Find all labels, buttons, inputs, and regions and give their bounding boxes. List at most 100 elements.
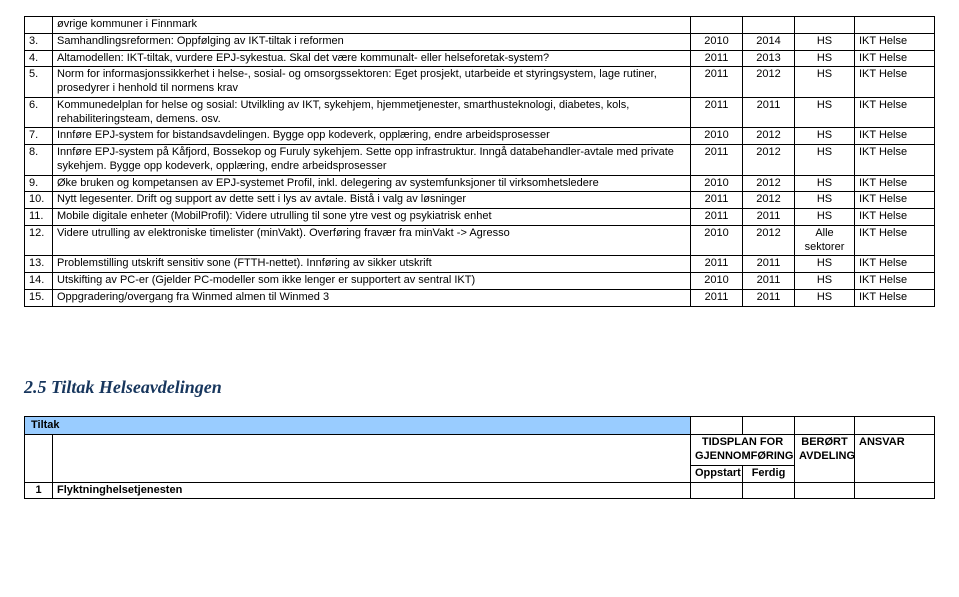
row-year-start: 2010: [691, 225, 743, 256]
row-responsible: IKT Helse: [855, 256, 935, 273]
tiltak-table-1: øvrige kommuner i Finnmark3.Samhandlings…: [24, 16, 935, 307]
row-responsible: [855, 17, 935, 34]
row-description: øvrige kommuner i Finnmark: [53, 17, 691, 34]
row-description: Norm for informasjonssikkerhet i helse-,…: [53, 67, 691, 98]
row-year-start: 2011: [691, 192, 743, 209]
row-year-end: 2012: [743, 145, 795, 176]
row-number: 3.: [25, 33, 53, 50]
row-responsible: IKT Helse: [855, 209, 935, 226]
row-description: Innføre EPJ-system på Kåfjord, Bossekop …: [53, 145, 691, 176]
row-responsible: IKT Helse: [855, 175, 935, 192]
row-description: Mobile digitale enheter (MobilProfil): V…: [53, 209, 691, 226]
row-dept: HS: [795, 209, 855, 226]
row-number: 7.: [25, 128, 53, 145]
table-row: 1Flyktninghelsetjenesten: [25, 482, 935, 499]
row-responsible: IKT Helse: [855, 67, 935, 98]
row-dept: HS: [795, 50, 855, 67]
row-dept: HS: [795, 128, 855, 145]
row-responsible: IKT Helse: [855, 50, 935, 67]
row-responsible: IKT Helse: [855, 33, 935, 50]
row-dept: HS: [795, 97, 855, 128]
header-ferdig: Ferdig: [743, 465, 795, 482]
row-description: Øke bruken og kompetansen av EPJ-systeme…: [53, 175, 691, 192]
table-row: 6.Kommunedelplan for helse og sosial: Ut…: [25, 97, 935, 128]
row-year-start: 2011: [691, 209, 743, 226]
table-row: øvrige kommuner i Finnmark: [25, 17, 935, 34]
table-row: 5.Norm for informasjonssikkerhet i helse…: [25, 67, 935, 98]
row-responsible: IKT Helse: [855, 145, 935, 176]
table-row: 9.Øke bruken og kompetansen av EPJ-syste…: [25, 175, 935, 192]
row-year-end: 2012: [743, 225, 795, 256]
row-year-end: 2012: [743, 192, 795, 209]
row-responsible: [855, 482, 935, 499]
row-responsible: IKT Helse: [855, 273, 935, 290]
table-row: 8.Innføre EPJ-system på Kåfjord, Bosseko…: [25, 145, 935, 176]
table-row: 15.Oppgradering/overgang fra Winmed alme…: [25, 289, 935, 306]
row-year-end: 2012: [743, 67, 795, 98]
row-year-end: 2011: [743, 256, 795, 273]
row-responsible: IKT Helse: [855, 225, 935, 256]
row-year-end: 2011: [743, 289, 795, 306]
row-dept: [795, 17, 855, 34]
row-description: Altamodellen: IKT-tiltak, vurdere EPJ-sy…: [53, 50, 691, 67]
row-year-end: 2012: [743, 175, 795, 192]
row-number: 4.: [25, 50, 53, 67]
table-row: 13.Problemstilling utskrift sensitiv son…: [25, 256, 935, 273]
row-year-start: [691, 17, 743, 34]
row-year-start: 2010: [691, 273, 743, 290]
row-dept: Alle sektorer: [795, 225, 855, 256]
row-year-start: 2010: [691, 128, 743, 145]
row-responsible: IKT Helse: [855, 97, 935, 128]
header-ansvar: ANSVAR: [855, 435, 935, 482]
row-number: 13.: [25, 256, 53, 273]
row-dept: HS: [795, 175, 855, 192]
row-year-end: [743, 17, 795, 34]
row-dept: HS: [795, 67, 855, 98]
tiltak-table-2: Tiltak TIDSPLAN FOR GJENNOMFØRING BERØRT…: [24, 416, 935, 500]
row-dept: HS: [795, 273, 855, 290]
row-number: 6.: [25, 97, 53, 128]
row-year-start: 2011: [691, 289, 743, 306]
row-description: Samhandlingsreformen: Oppfølging av IKT-…: [53, 33, 691, 50]
row-year-start: [691, 482, 743, 499]
tiltak-label-row: Tiltak: [25, 416, 935, 435]
row-year-start: 2011: [691, 145, 743, 176]
row-number: 14.: [25, 273, 53, 290]
row-description: Utskifting av PC-er (Gjelder PC-modeller…: [53, 273, 691, 290]
row-number: 9.: [25, 175, 53, 192]
table-row: 4.Altamodellen: IKT-tiltak, vurdere EPJ-…: [25, 50, 935, 67]
row-description: Videre utrulling av elektroniske timelis…: [53, 225, 691, 256]
header-oppstart: Oppstart: [691, 465, 743, 482]
row-number: 12.: [25, 225, 53, 256]
row-year-start: 2010: [691, 33, 743, 50]
row-year-end: 2012: [743, 128, 795, 145]
table-row: 7.Innføre EPJ-system for bistandsavdelin…: [25, 128, 935, 145]
row-dept: HS: [795, 33, 855, 50]
table-row: 14.Utskifting av PC-er (Gjelder PC-model…: [25, 273, 935, 290]
row-number: 8.: [25, 145, 53, 176]
row-description: Problemstilling utskrift sensitiv sone (…: [53, 256, 691, 273]
row-year-end: 2014: [743, 33, 795, 50]
row-dept: HS: [795, 192, 855, 209]
row-responsible: IKT Helse: [855, 289, 935, 306]
row-dept: HS: [795, 289, 855, 306]
row-year-end: 2013: [743, 50, 795, 67]
row-responsible: IKT Helse: [855, 128, 935, 145]
row-description: Oppgradering/overgang fra Winmed almen t…: [53, 289, 691, 306]
row-dept: [795, 482, 855, 499]
row-responsible: IKT Helse: [855, 192, 935, 209]
row-number: 15.: [25, 289, 53, 306]
section-title: 2.5 Tiltak Helseavdelingen: [24, 377, 935, 398]
row-number: 11.: [25, 209, 53, 226]
row-dept: HS: [795, 145, 855, 176]
header-row-1: TIDSPLAN FOR GJENNOMFØRING BERØRT AVDELI…: [25, 435, 935, 466]
row-number: 5.: [25, 67, 53, 98]
row-year-start: 2011: [691, 256, 743, 273]
table-row: 3.Samhandlingsreformen: Oppfølging av IK…: [25, 33, 935, 50]
table-row: 11.Mobile digitale enheter (MobilProfil)…: [25, 209, 935, 226]
row-year-end: 2011: [743, 273, 795, 290]
row-dept: HS: [795, 256, 855, 273]
row-number: 10.: [25, 192, 53, 209]
row-year-end: [743, 482, 795, 499]
row-year-start: 2011: [691, 67, 743, 98]
